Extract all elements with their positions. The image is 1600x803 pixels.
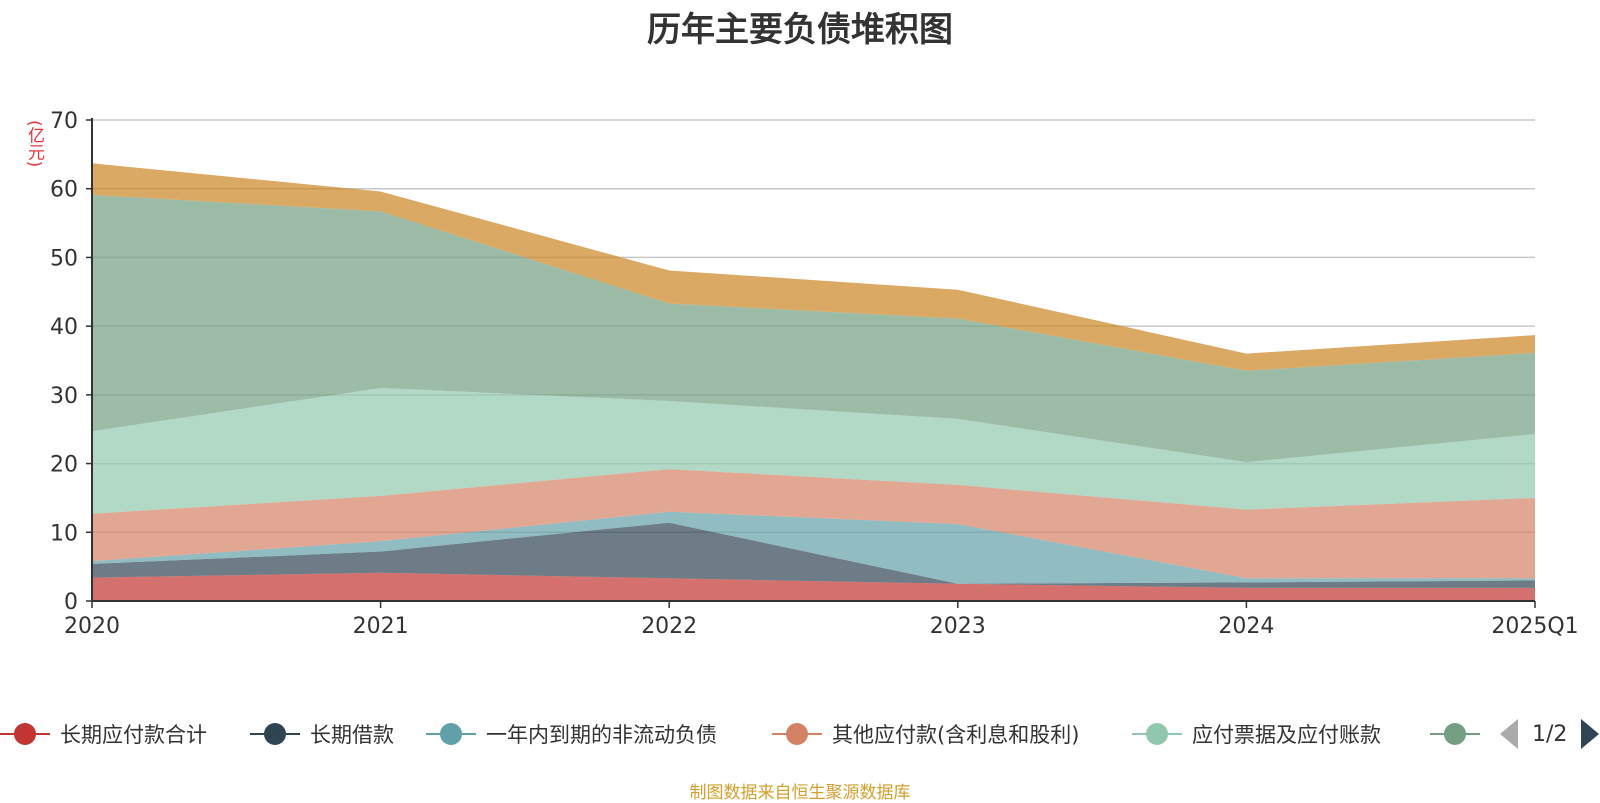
tick-labels: 0 10 20 30 40 50 60 70 2020 2021 2022 2023 2024 2025Q…	[50, 109, 1579, 639]
area-series-1	[92, 572, 1535, 601]
area-series-4	[92, 469, 1535, 579]
y-tick-label: 20	[50, 453, 78, 478]
y-tick-label: 70	[50, 109, 78, 134]
legend-label: 一年内到期的非流动负债	[486, 723, 717, 747]
y-tick-label: 10	[50, 521, 78, 546]
y-tick-label: 60	[50, 178, 78, 203]
legend-marker-icon	[0, 721, 50, 747]
legend-marker-icon	[250, 721, 300, 747]
y-tick-label: 30	[50, 384, 78, 409]
y-axis-unit-label: (亿元)	[24, 120, 44, 168]
legend-pager: 1/2	[1500, 712, 1600, 756]
x-tick-label: 2023	[930, 614, 986, 639]
legend-label: 长期应付款合计	[60, 723, 207, 747]
pager-next-icon[interactable]	[1581, 719, 1600, 749]
pager-prev-icon[interactable]	[1500, 719, 1518, 749]
x-tick-label: 2021	[353, 614, 409, 639]
legend-label: 应付票据及应付账款	[1192, 723, 1381, 747]
area-series	[92, 163, 1535, 601]
legend-label: 长期借款	[310, 723, 394, 747]
area-series-3	[92, 511, 1535, 584]
legend-item-other-payables[interactable]: 其他应付款(含利息和股利)	[772, 712, 1079, 756]
area-series-5	[92, 388, 1535, 514]
legend-marker-icon	[426, 721, 476, 747]
x-tick-label: 2020	[64, 614, 120, 639]
legend-marker-icon	[1132, 721, 1182, 747]
x-tick-label: 2024	[1218, 614, 1274, 639]
axes	[86, 118, 1536, 608]
x-tick-label: 2025Q1	[1491, 614, 1578, 639]
x-tick-label: 2022	[641, 614, 697, 639]
legend-item-notes-accounts-payable[interactable]: 应付票据及应付账款	[1132, 712, 1381, 756]
y-tick-label: 0	[64, 590, 78, 615]
legend-page-indicator: 1/2	[1532, 721, 1568, 747]
area-series-7	[92, 163, 1535, 371]
area-series-2	[92, 522, 1535, 588]
chart-plot: 0 10 20 30 40 50 60 70 2020 2021 2022 2023 2024 2025Q…	[50, 109, 1579, 639]
y-tick-label: 50	[50, 246, 78, 271]
chart-title: 历年主要负债堆积图	[647, 10, 953, 50]
y-tick-label: 40	[50, 315, 78, 340]
legend-marker-icon	[772, 721, 822, 747]
legend-item-long-term-payables[interactable]: 长期应付款合计	[0, 712, 207, 756]
legend-item-contract-liabilities[interactable]	[1430, 712, 1480, 756]
source-note: 制图数据来自恒生聚源数据库	[689, 783, 911, 803]
legend-item-current-portion-noncurrent[interactable]: 一年内到期的非流动负债	[426, 712, 717, 756]
legend-label: 其他应付款(含利息和股利)	[832, 723, 1080, 747]
area-series-6	[92, 194, 1535, 463]
legend: 长期应付款合计 长期借款 一年内到期的非流动负债 其他应付款(含利息和股利) 应…	[0, 712, 1600, 756]
legend-marker-icon	[1430, 721, 1480, 747]
legend-item-long-term-loans[interactable]: 长期借款	[250, 712, 394, 756]
